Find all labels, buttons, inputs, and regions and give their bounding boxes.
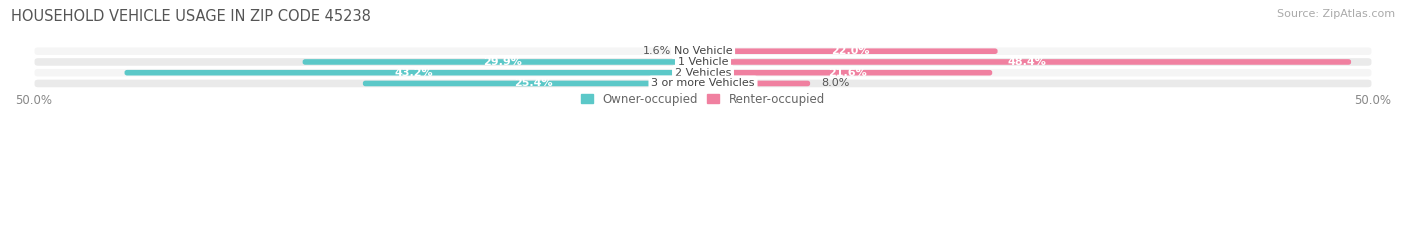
Text: 48.4%: 48.4%: [1008, 57, 1046, 67]
Text: 1.6%: 1.6%: [643, 46, 671, 56]
Text: HOUSEHOLD VEHICLE USAGE IN ZIP CODE 45238: HOUSEHOLD VEHICLE USAGE IN ZIP CODE 4523…: [11, 9, 371, 24]
Text: 1 Vehicle: 1 Vehicle: [678, 57, 728, 67]
FancyBboxPatch shape: [34, 57, 1372, 67]
FancyBboxPatch shape: [703, 48, 998, 54]
Text: 29.9%: 29.9%: [484, 57, 522, 67]
FancyBboxPatch shape: [703, 59, 1351, 65]
Text: 8.0%: 8.0%: [821, 79, 849, 89]
Text: 2 Vehicles: 2 Vehicles: [675, 68, 731, 78]
FancyBboxPatch shape: [703, 70, 993, 75]
Text: 25.4%: 25.4%: [513, 79, 553, 89]
Text: 22.0%: 22.0%: [831, 46, 869, 56]
Text: 3 or more Vehicles: 3 or more Vehicles: [651, 79, 755, 89]
Text: 43.2%: 43.2%: [395, 68, 433, 78]
FancyBboxPatch shape: [302, 59, 703, 65]
FancyBboxPatch shape: [125, 70, 703, 75]
FancyBboxPatch shape: [363, 81, 703, 86]
Text: No Vehicle: No Vehicle: [673, 46, 733, 56]
Legend: Owner-occupied, Renter-occupied: Owner-occupied, Renter-occupied: [576, 88, 830, 111]
FancyBboxPatch shape: [703, 81, 810, 86]
Text: Source: ZipAtlas.com: Source: ZipAtlas.com: [1277, 9, 1395, 19]
FancyBboxPatch shape: [682, 48, 703, 54]
FancyBboxPatch shape: [34, 68, 1372, 78]
FancyBboxPatch shape: [34, 46, 1372, 56]
FancyBboxPatch shape: [34, 79, 1372, 88]
Text: 21.6%: 21.6%: [828, 68, 868, 78]
